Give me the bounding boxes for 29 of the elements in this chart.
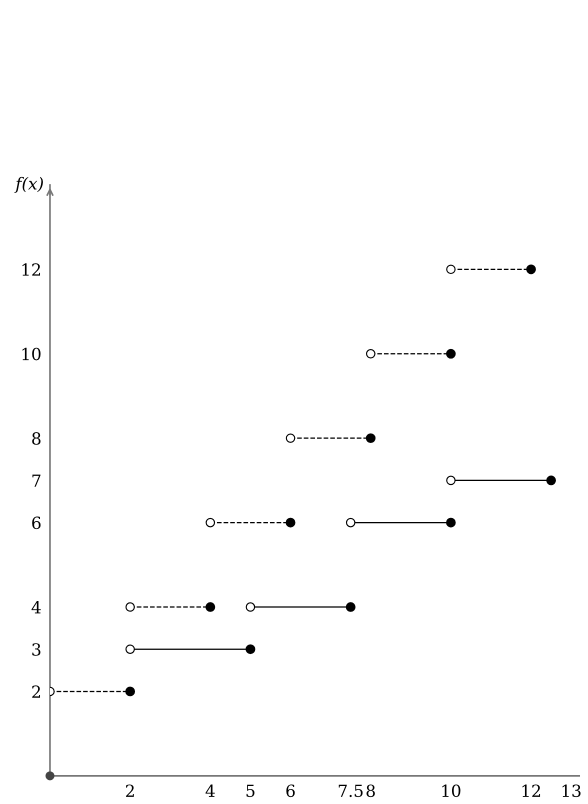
point bbox=[366, 433, 376, 444]
point bbox=[205, 602, 216, 612]
y-axis-title: f(x) bbox=[14, 176, 43, 193]
y-tick-label: 10 bbox=[22, 348, 41, 360]
y-tick-label: 12 bbox=[22, 263, 40, 276]
x-tick-label: 6 bbox=[286, 784, 295, 798]
y-tick-label: 4 bbox=[32, 600, 41, 614]
point bbox=[346, 518, 356, 528]
x-tick-label: 10 bbox=[442, 784, 460, 798]
y-tick-label: 8 bbox=[32, 432, 41, 445]
x-tick-label: 2 bbox=[126, 784, 134, 797]
x-tick-label: 13 bbox=[562, 784, 581, 798]
x-tick-label: 12 bbox=[522, 784, 540, 797]
point bbox=[246, 602, 256, 612]
point bbox=[45, 771, 54, 780]
point bbox=[125, 686, 136, 696]
point bbox=[526, 264, 536, 274]
y-tick-label: 2 bbox=[32, 685, 40, 698]
point bbox=[125, 644, 135, 654]
y-tick-label: 3 bbox=[32, 643, 40, 656]
point bbox=[446, 476, 456, 486]
x-tick-label: 4 bbox=[206, 784, 215, 797]
y-tick-label: 6 bbox=[32, 516, 41, 530]
x-tick-label: 8 bbox=[366, 784, 375, 798]
x-tick-label: 5 bbox=[246, 784, 254, 798]
point bbox=[446, 348, 456, 359]
y-tick-label: 7 bbox=[32, 474, 40, 487]
x-tick-label: 7.5 bbox=[338, 784, 363, 798]
point bbox=[286, 518, 296, 528]
